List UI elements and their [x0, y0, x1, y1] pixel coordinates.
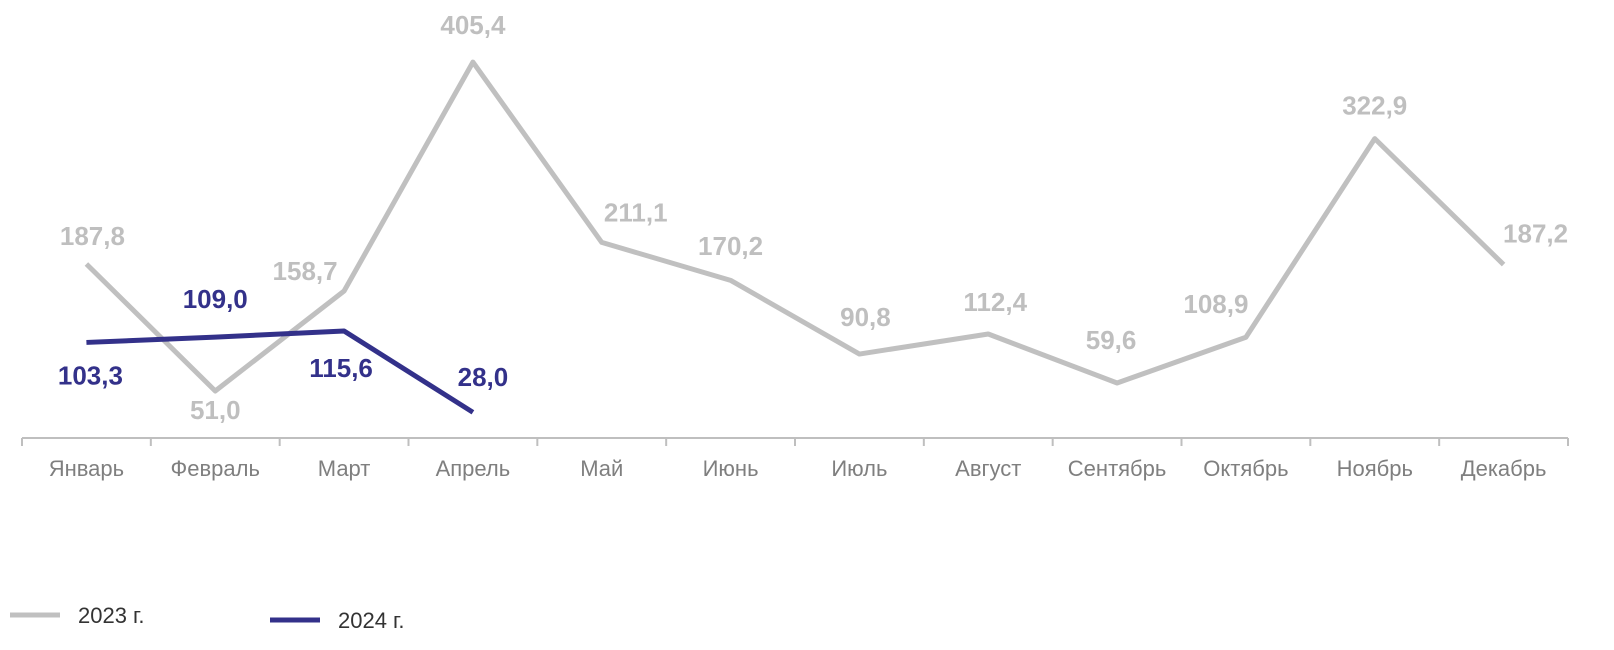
series-line: [86, 328, 475, 415]
legend-label: 2023 г.: [78, 603, 145, 628]
data-label: 108,9: [1183, 289, 1248, 319]
x-tick-label: Май: [580, 456, 623, 481]
data-label: 51,0: [190, 395, 241, 425]
x-tick-label: Сентябрь: [1068, 456, 1167, 481]
data-label: 187,2: [1503, 218, 1568, 248]
data-label: 187,8: [60, 221, 125, 251]
data-label: 103,3: [58, 360, 123, 390]
data-label: 158,7: [273, 256, 338, 286]
x-tick-label: Март: [318, 456, 371, 481]
x-tick-label: Ноябрь: [1337, 456, 1413, 481]
x-tick-label: Август: [955, 456, 1021, 481]
x-tick-label: Декабрь: [1461, 456, 1547, 481]
x-tick-label: Июль: [831, 456, 887, 481]
data-label: 322,9: [1342, 91, 1407, 121]
data-label: 170,2: [698, 231, 763, 261]
data-label: 211,1: [604, 197, 668, 227]
data-label: 28,0: [458, 362, 509, 392]
x-tick-label: Июнь: [703, 456, 759, 481]
data-label: 405,4: [440, 10, 506, 40]
x-tick-label: Январь: [49, 456, 124, 481]
x-tick-label: Февраль: [171, 456, 260, 481]
x-tick-label: Октябрь: [1203, 456, 1288, 481]
data-label: 90,8: [840, 302, 891, 332]
data-label: 59,6: [1086, 325, 1137, 355]
data-label: 115,6: [309, 353, 373, 383]
legend-label: 2024 г.: [338, 608, 405, 633]
x-tick-label: Апрель: [436, 456, 511, 481]
series-line: [84, 59, 1506, 394]
data-label: 109,0: [183, 284, 248, 314]
data-label: 112,4: [963, 287, 1027, 317]
